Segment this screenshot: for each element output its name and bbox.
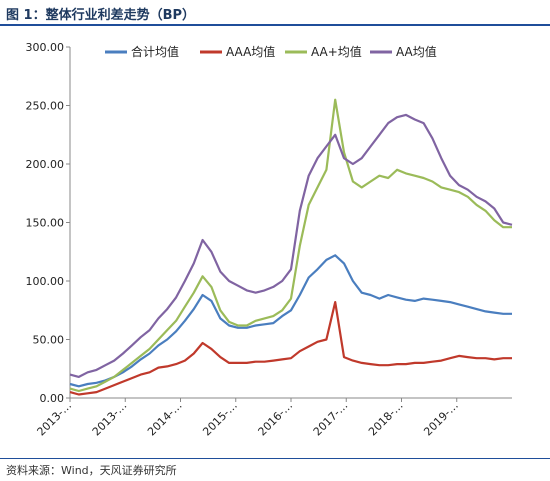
- x-tick-label: 2013-…: [90, 399, 130, 439]
- legend: 合计均值 AAA均值 AA+均值 AA均值: [105, 44, 437, 59]
- y-tick-label: 300.00: [26, 41, 65, 54]
- legend-label-2: AA+均值: [311, 44, 362, 59]
- chart-title: 图 1：整体行业利差走势（BP）: [6, 8, 196, 23]
- series-line-0: [69, 254, 512, 388]
- x-tick-labels: 2013-… 2013-… 2014-… 2015-… 2016-… 2017-… 2018…: [35, 399, 461, 439]
- legend-label-3: AA均值: [396, 44, 437, 59]
- series-line-3: [69, 113, 513, 378]
- y-tick-label: 250.00: [26, 100, 65, 113]
- y-tick-label: 100.00: [26, 275, 65, 288]
- x-tick-label: 2019-…: [421, 399, 461, 439]
- y-tick-label: 0.00: [40, 392, 65, 405]
- y-tick-label: 200.00: [26, 158, 65, 171]
- chart-axes: [66, 46, 512, 402]
- legend-label-1: AAA均值: [226, 44, 275, 59]
- series-line-1: [69, 301, 512, 396]
- y-tick-label: 50.00: [33, 334, 65, 347]
- bottom-rule: [0, 458, 550, 459]
- x-tick-label: 2015-…: [200, 399, 240, 439]
- x-tick-label: 2018-…: [366, 399, 406, 439]
- series-line-2: [69, 98, 512, 393]
- title-rule: [0, 24, 550, 26]
- y-tick-label: 150.00: [26, 217, 65, 230]
- line-chart: 0.0050.00100.00150.00200.00250.00300.00 …: [26, 41, 513, 439]
- source-note: 资料来源：Wind，天风证券研究所: [6, 464, 177, 477]
- x-tick-label: 2016-…: [256, 399, 296, 439]
- x-tick-label: 2014-…: [145, 399, 185, 439]
- legend-label-0: 合计均值: [131, 44, 179, 59]
- y-tick-labels: 0.00 50.00 100.00 150.00 200.00 250.00 300.00: [26, 41, 65, 405]
- x-tick-label: 2017-…: [311, 399, 351, 439]
- series-lines: [69, 98, 513, 396]
